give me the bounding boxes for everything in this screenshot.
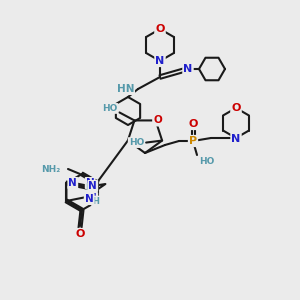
Text: N: N <box>231 134 241 144</box>
Text: HO: HO <box>129 138 144 147</box>
Text: N: N <box>183 64 193 74</box>
Text: HO: HO <box>102 104 117 113</box>
Text: H: H <box>92 196 99 206</box>
Text: N: N <box>85 194 94 204</box>
Text: O: O <box>75 229 85 239</box>
Text: HN: HN <box>116 84 134 94</box>
Text: N: N <box>88 181 97 191</box>
Text: O: O <box>188 119 198 129</box>
Text: NH₂: NH₂ <box>41 164 60 173</box>
Text: O: O <box>155 24 165 34</box>
Text: O: O <box>231 103 241 113</box>
Text: HO: HO <box>199 157 214 166</box>
Text: N: N <box>86 178 94 188</box>
Text: H: H <box>85 182 93 191</box>
Text: O: O <box>153 116 162 125</box>
Text: N: N <box>155 56 165 66</box>
Text: P: P <box>189 136 197 146</box>
Text: N: N <box>68 178 77 188</box>
Text: N: N <box>88 193 97 203</box>
